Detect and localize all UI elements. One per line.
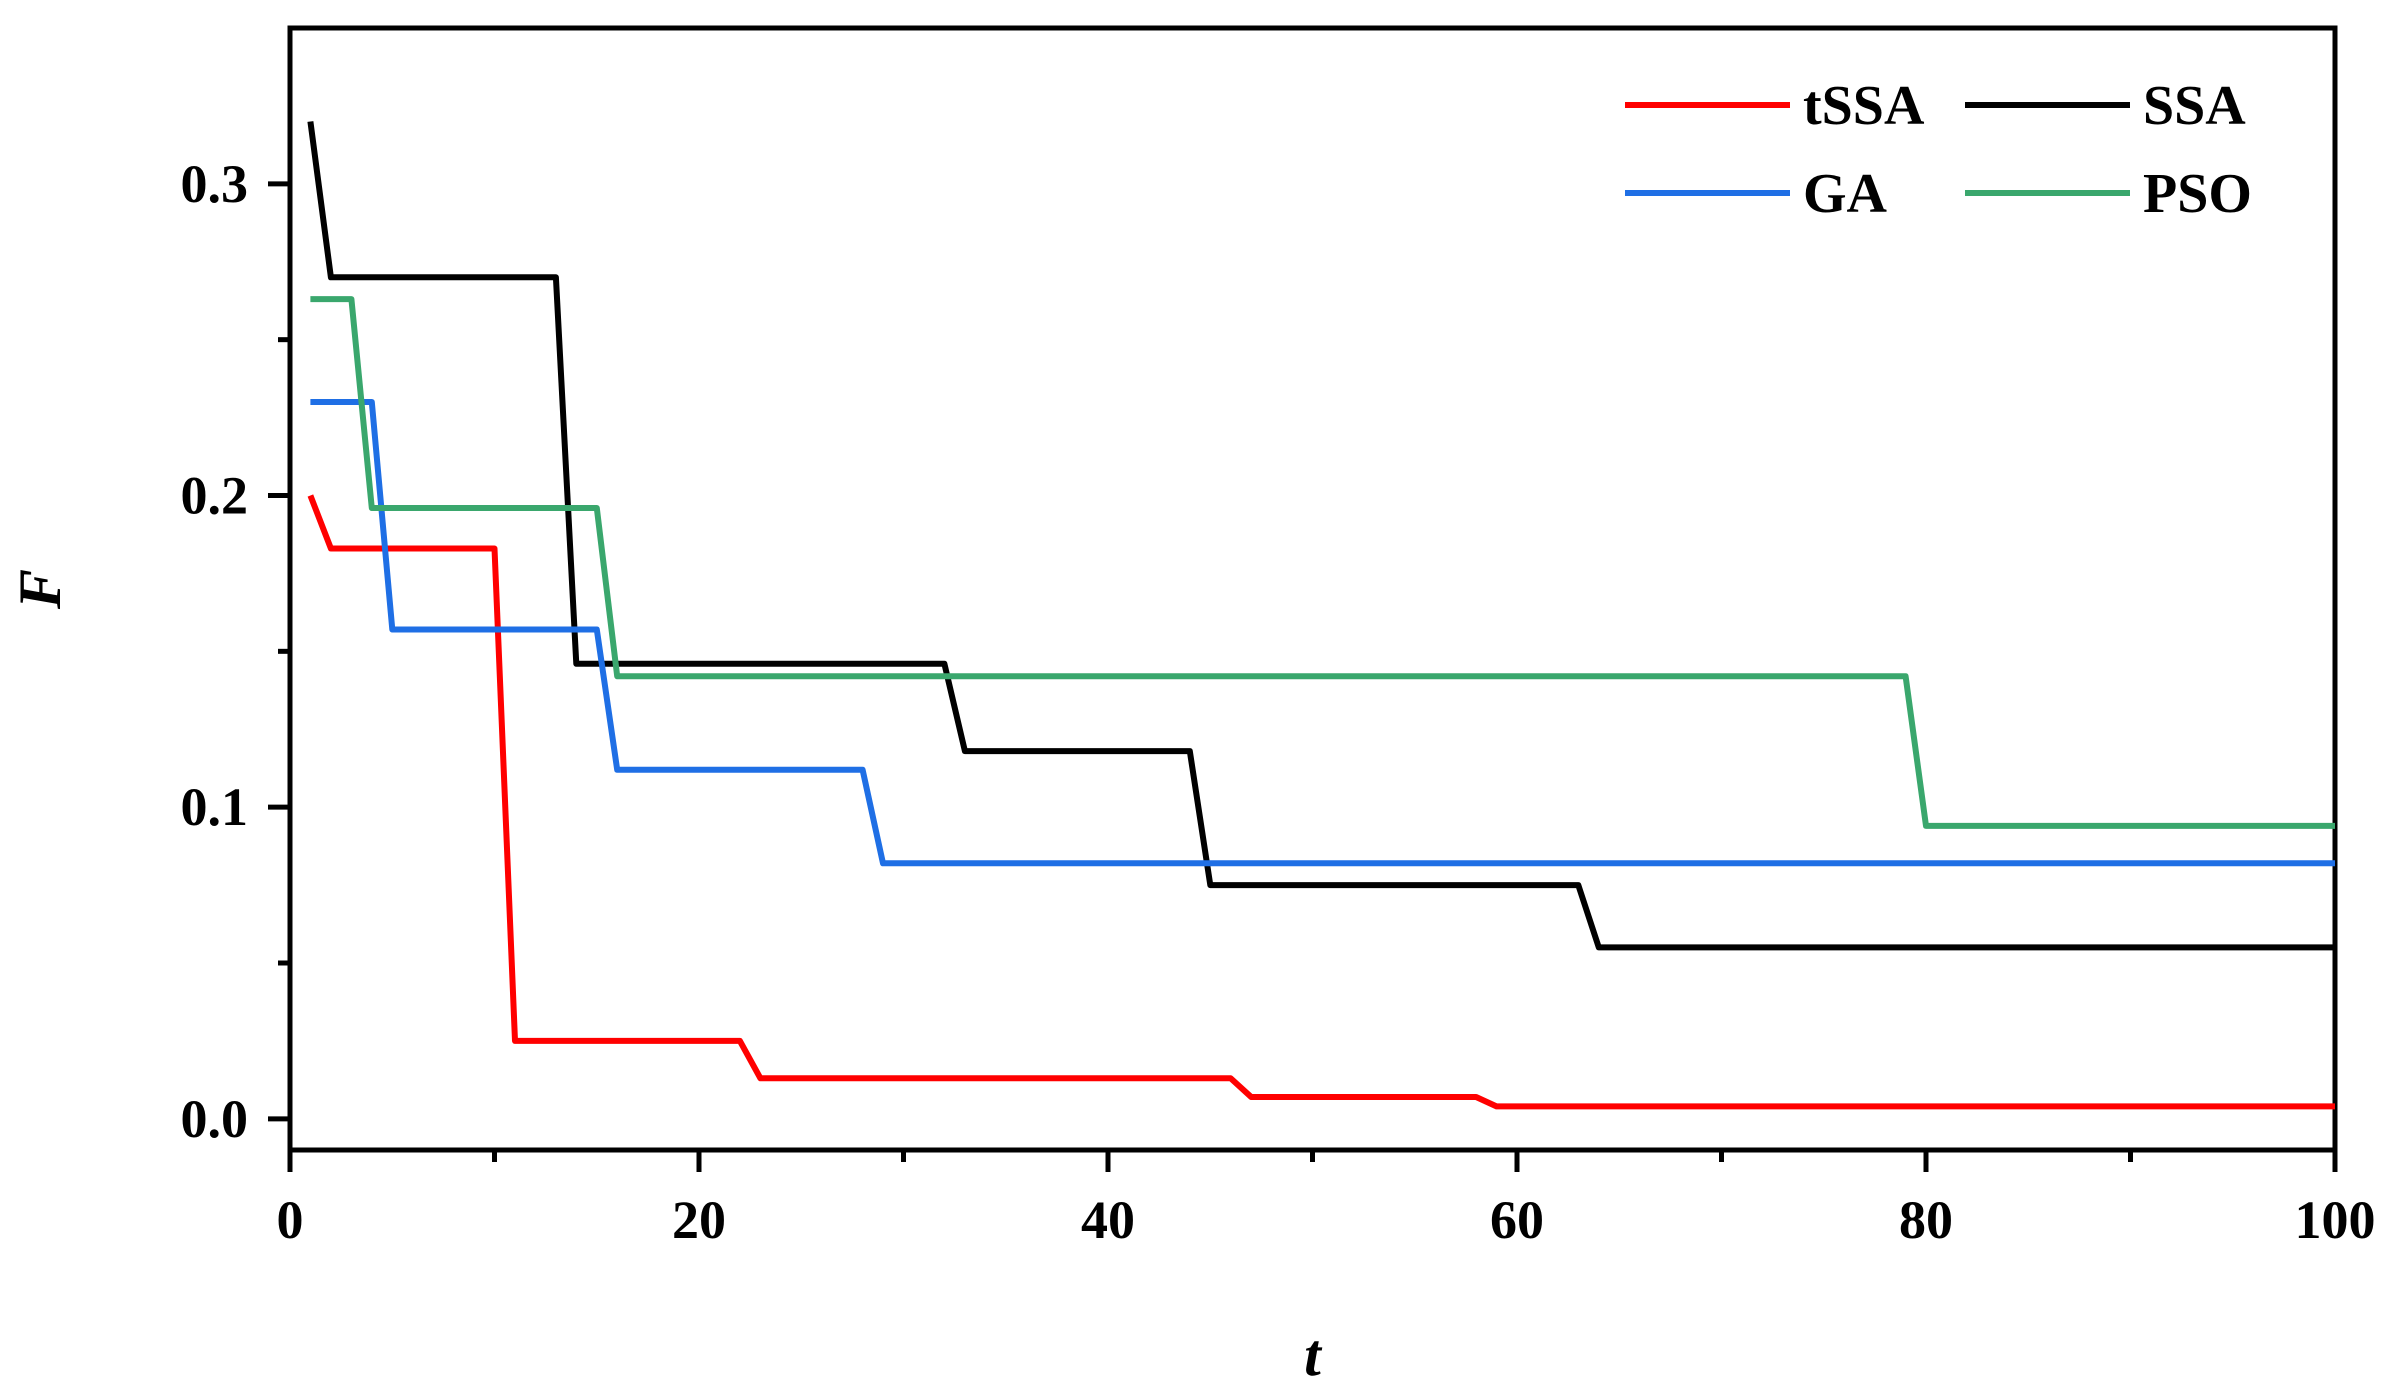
y-tick-label: 0.1 [181, 777, 249, 837]
y-axis: 0.0 0.1 0.2 0.3 [181, 154, 290, 1149]
x-axis: 0 20 40 60 80 100 [277, 1150, 2376, 1250]
legend-label-ssa: SSA [2143, 75, 2246, 137]
y-tick-label: 0.2 [181, 466, 249, 526]
x-axis-title: t [1304, 1322, 1323, 1388]
series-line-ssa [307, 121, 2335, 951]
legend: tSSA SSA GA PSO [1625, 75, 2252, 225]
x-tick-label: 20 [672, 1190, 726, 1250]
series-line-pso [310, 296, 2335, 829]
y-tick-label: 0.0 [181, 1089, 249, 1149]
series-line-tssa [307, 494, 2335, 1110]
y-tick-label: 0.3 [181, 154, 249, 214]
x-tick-label: 80 [1899, 1190, 1953, 1250]
x-tick-label: 40 [1081, 1190, 1135, 1250]
series-layer [307, 121, 2335, 1110]
legend-label-tssa: tSSA [1803, 75, 1925, 137]
legend-label-pso: PSO [2143, 163, 2252, 225]
plot-frame [287, 25, 2338, 1153]
legend-label-ga: GA [1803, 163, 1888, 225]
plot-border [287, 25, 2338, 1153]
x-tick-label: 0 [277, 1190, 304, 1250]
x-tick-label: 100 [2295, 1190, 2376, 1250]
y-axis-title: F [7, 569, 73, 610]
series-line-ga [310, 399, 2335, 867]
x-tick-label: 60 [1490, 1190, 1544, 1250]
